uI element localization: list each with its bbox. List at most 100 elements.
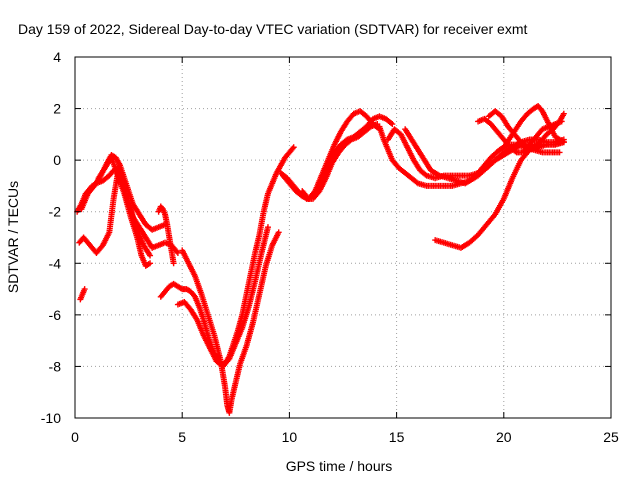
data-point-chain: [176, 284, 184, 292]
data-point-chain: [551, 119, 562, 131]
data-point-chain: [484, 212, 497, 227]
data-point-chain: [306, 191, 317, 201]
x-tick-label: 25: [603, 429, 619, 445]
data-point: [560, 110, 567, 117]
data-point-chain: [100, 230, 112, 247]
data-point-chain: [221, 356, 232, 369]
data-point-chain: [157, 222, 167, 230]
data-point-chain: [80, 287, 87, 296]
data-point: [147, 252, 154, 259]
data-point-chain: [261, 192, 271, 213]
data-point-chain: [201, 334, 213, 350]
data-point-chain: [106, 197, 117, 234]
data-point-chain: [553, 134, 566, 145]
series-track-f: [155, 203, 177, 267]
data-point-chain: [137, 225, 148, 240]
data-point-chain: [352, 108, 362, 117]
data-point-chain: [493, 152, 506, 163]
data-point-chain: [345, 112, 356, 124]
data-point-chain: [263, 244, 275, 267]
data-point-chain: [339, 137, 350, 147]
data-point-chain: [429, 168, 442, 178]
data-point: [290, 144, 297, 151]
data-point-chain: [141, 243, 153, 258]
data-point-chain: [403, 127, 414, 142]
tick-layer: 0 5 10 15 20 25 -10 -8 -6 -4 -2 0 2 4: [41, 49, 619, 445]
data-point-chain: [205, 313, 217, 337]
data-point-chain: [489, 148, 502, 160]
data-point-chain: [323, 161, 335, 180]
data-point: [264, 224, 271, 231]
data-point-chain: [493, 109, 504, 119]
data-point-chain: [107, 168, 116, 178]
data-point-chain: [508, 145, 519, 155]
series-track-e: [77, 286, 88, 303]
y-tick-label: 2: [53, 101, 61, 117]
data-point-chain: [536, 104, 545, 113]
data-point: [81, 286, 88, 293]
data-point-chain: [269, 171, 279, 185]
data-point-chain: [188, 308, 200, 322]
data-point-chain: [270, 230, 281, 247]
data-point-chain: [228, 380, 239, 402]
data-point-chain: [362, 124, 373, 134]
data-point-chain: [495, 130, 506, 142]
data-point-chain: [172, 281, 180, 289]
data-point-chain: [519, 148, 532, 162]
data-point-chain: [467, 233, 480, 245]
data-point-chain: [121, 192, 134, 219]
data-point-chain: [167, 281, 176, 289]
data-point-chain: [130, 202, 142, 216]
data-point-chain: [418, 168, 429, 178]
data-point-chain: [294, 189, 304, 199]
data-point-chain: [409, 176, 420, 186]
data-point-chain: [405, 145, 416, 162]
data-point-chain: [371, 113, 381, 122]
data-point-chain: [188, 289, 197, 299]
data-point-chain: [144, 261, 152, 269]
data-point-chain: [256, 264, 269, 296]
data-point-chain: [182, 300, 193, 312]
data-point-chain: [163, 240, 173, 248]
y-tick-label: -10: [41, 410, 61, 426]
data-point: [389, 121, 396, 128]
data-point-chain: [525, 106, 536, 116]
data-point-chain: [128, 215, 140, 239]
data-point-chain: [510, 120, 523, 136]
data-point-chain: [163, 284, 172, 294]
x-axis-label: GPS time / hours: [286, 458, 393, 474]
data-point-chain: [244, 321, 256, 348]
data-point-chain: [493, 197, 506, 216]
series-track-h: [179, 229, 282, 416]
data-point-chain: [476, 223, 489, 237]
data-point-chain: [85, 184, 97, 196]
data-point-chain: [94, 243, 105, 255]
data-point-chain: [239, 293, 250, 316]
data-point-chain: [540, 109, 552, 126]
data-point-chain: [364, 117, 375, 129]
data-point: [147, 260, 154, 267]
data-point-chain: [515, 149, 525, 156]
data-point-chain: [143, 235, 155, 250]
data-point-chain: [319, 164, 331, 183]
data-point-chain: [532, 103, 540, 111]
data-point: [174, 249, 181, 256]
data-point: [556, 149, 563, 156]
data-point-chain: [480, 156, 493, 170]
data-point-chain: [534, 127, 545, 139]
y-tick-label: 0: [53, 152, 61, 168]
data-point-chain: [338, 119, 350, 134]
y-tick-label: 4: [53, 49, 61, 65]
data-point-chain: [233, 326, 245, 345]
data-point-chain: [381, 138, 391, 152]
data-point-chain: [392, 127, 403, 137]
data-point-chain: [385, 148, 395, 162]
data-point-chain: [258, 226, 271, 255]
data-point-chain: [77, 235, 86, 245]
data-point-chain: [510, 158, 524, 180]
series-track-d: [95, 154, 154, 269]
data-point-chain: [207, 346, 219, 363]
data-point-chain: [411, 158, 423, 172]
x-tick-label: 20: [496, 429, 512, 445]
data-point-chain: [287, 181, 298, 193]
